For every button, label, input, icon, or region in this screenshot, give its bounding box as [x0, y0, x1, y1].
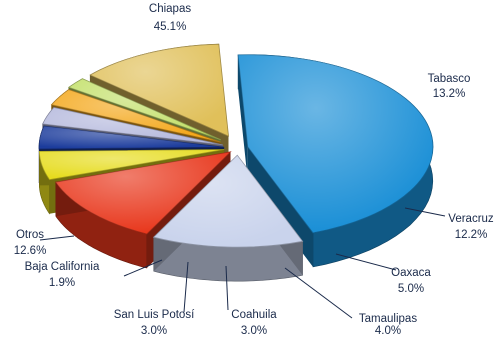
slice-label-otros: Otros [16, 229, 44, 241]
slice-highlight-chiapas [238, 54, 433, 233]
slice-highlight-tamaulipas [39, 126, 225, 149]
slice-label-coahuila: Coahuila [231, 309, 277, 321]
slice-label-chiapas: Chiapas [149, 3, 191, 15]
slice-value-chiapas: 45.1% [154, 21, 187, 33]
slice-highlight-san-luis-potosi [51, 89, 221, 143]
slice-value-baja-california: 1.9% [49, 277, 75, 289]
slice-value-tamaulipas: 4.0% [375, 325, 401, 337]
slice-wall-chiapas-0 [238, 54, 248, 181]
slice-value-san-luis-potosi: 3.0% [141, 325, 167, 337]
slice-value-tabasco: 13.2% [433, 88, 466, 100]
slice-value-coahuila: 3.0% [241, 325, 267, 337]
slice-label-tabasco: Tabasco [428, 73, 471, 85]
leader-lines [39, 207, 446, 319]
leader-line-oaxaca [335, 253, 397, 271]
leader-line-san-luis-potosi [183, 261, 189, 313]
leader-line-tamaulipas [284, 267, 353, 319]
slice-highlight-oaxaca [39, 149, 225, 180]
leader-line-coahuila [225, 265, 229, 311]
slice-highlight-baja-california [68, 78, 221, 140]
slice-highlight-coahuila [42, 107, 223, 145]
leader-line-baja-california [123, 259, 163, 277]
slice-value-oaxaca: 5.0% [398, 283, 424, 295]
leader-line-otros [39, 235, 75, 241]
slice-label-baja-california: Baja California [25, 261, 100, 273]
slice-label-oaxaca: Oaxaca [391, 267, 431, 279]
slice-highlight-veracruz [55, 151, 231, 234]
slice-labels: Chiapas 45.1% Tabasco 13.2% Veracruz 12.2% Oax… [14, 3, 494, 337]
slice-label-veracruz: Veracruz [448, 213, 494, 225]
slice-tops [38, 43, 434, 248]
slice-label-san-luis-potosi: San Luis Potosí [114, 309, 195, 321]
slice-highlight-tabasco [153, 155, 303, 248]
slice-label-tamaulipas: Tamaulipas [359, 313, 417, 325]
slice-highlight-otros [90, 44, 229, 137]
slice-value-veracruz: 12.2% [455, 229, 488, 241]
leader-line-veracruz [404, 207, 446, 217]
slice-value-otros: 12.6% [14, 245, 47, 257]
